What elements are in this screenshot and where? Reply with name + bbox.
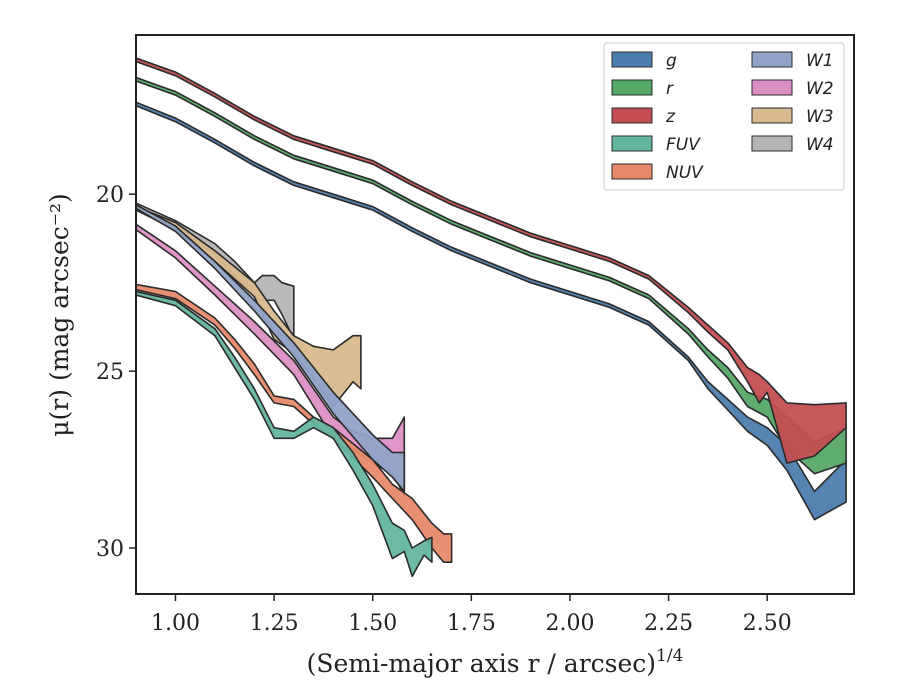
band-g: [136, 101, 847, 521]
legend-label-w1: W1: [806, 51, 834, 71]
legend-label-r: r: [666, 79, 674, 99]
y-axis-label: μ(r) (mag arcsec⁻²): [45, 193, 74, 436]
x-tick-label: 2.00: [545, 611, 594, 636]
x-axis-label: (Semi-major axis r / arcsec)1/4: [307, 646, 684, 678]
y-axis: 20 25 30: [96, 183, 136, 562]
band-r: [136, 76, 847, 475]
legend-swatch-w2: [751, 79, 793, 96]
legend-label-z: z: [665, 107, 676, 127]
x-tick-label: 1.50: [348, 611, 397, 636]
x-axis: 1.00 1.25 1.50 1.75 2.00 2.25 2.50: [151, 594, 792, 636]
legend-label-w2: W2: [806, 79, 834, 99]
x-axis-label-text: (Semi-major axis r / arcsec): [307, 649, 656, 678]
x-tick-label: 1.25: [250, 611, 299, 636]
plot-frame: [135, 34, 855, 595]
legend-label-w3: W3: [806, 107, 834, 127]
band-z: [136, 57, 847, 464]
legend-label-g: g: [666, 51, 677, 71]
band-nuv: [136, 283, 453, 563]
legend-swatch-w4: [751, 135, 793, 152]
legend-swatch-fuv: [611, 135, 653, 152]
legend-label-nuv: NUV: [666, 163, 704, 183]
x-tick-label: 1.75: [447, 611, 496, 636]
x-tick-label: 2.50: [743, 611, 792, 636]
legend: grz FUV NUV W1 W2 W3 W4: [603, 42, 845, 191]
y-tick-label: 30: [96, 537, 124, 562]
legend-swatch-w3: [751, 107, 793, 124]
series-bands: [136, 57, 847, 578]
band-fuv: [136, 290, 433, 578]
legend-swatch-g: [611, 51, 653, 68]
legend-swatch-w1: [751, 51, 793, 68]
legend-swatch-nuv: [611, 163, 653, 180]
band-w1: [136, 204, 406, 493]
legend-label-fuv: FUV: [666, 135, 701, 155]
legend-swatch-z: [611, 107, 653, 124]
y-tick-label: 20: [96, 183, 124, 208]
y-tick-label: 25: [96, 360, 124, 385]
x-axis-label-superscript: 1/4: [656, 646, 683, 666]
legend-label-w4: W4: [806, 135, 834, 155]
legend-swatch-r: [611, 79, 653, 96]
x-tick-label: 2.25: [644, 611, 693, 636]
x-tick-label: 1.00: [151, 611, 200, 636]
